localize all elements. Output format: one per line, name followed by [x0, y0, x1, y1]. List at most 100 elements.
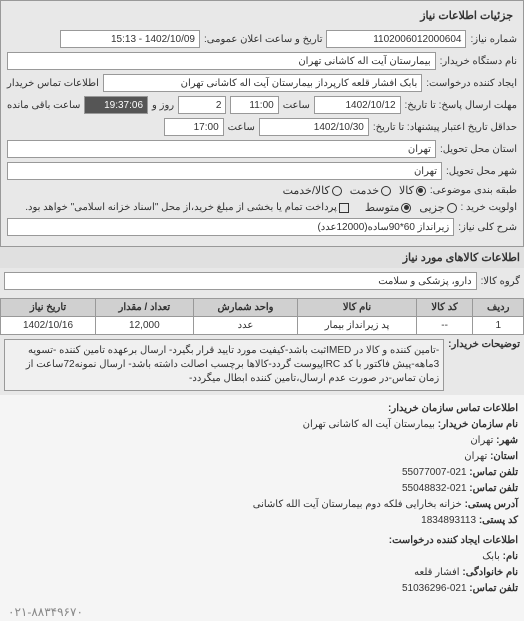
creator-section-title: اطلاعات ایجاد کننده درخواست:	[6, 533, 518, 549]
deadline-send-date: 1402/10/12	[314, 96, 401, 114]
priority-option-0[interactable]: جزیی	[419, 201, 456, 214]
keyword-field: زیرانداز 60*90ساده(12000عدد)	[7, 218, 454, 236]
deadline-send-time-label: ساعت	[283, 100, 310, 111]
group-label: گروه کالا:	[481, 276, 520, 287]
category-option-label: کالا/خدمت	[283, 184, 330, 197]
row-creator: ایجاد کننده درخواست: بابک افشار قلعه کار…	[7, 74, 517, 92]
remaining-days-label: روز و	[152, 100, 174, 111]
row-city: شهر محل تحویل: تهران	[7, 162, 517, 180]
contact-fax: 021-55048832	[402, 483, 467, 494]
datetime-field: 1402/10/09 - 15:13	[60, 30, 200, 48]
validity-time: 17:00	[164, 118, 224, 136]
checkbox-icon	[339, 203, 349, 213]
creator-family: افشار قلعه	[414, 567, 459, 578]
radio-icon	[332, 186, 342, 196]
contact-postal-code-label: کد پستی:	[479, 515, 518, 526]
row-province: استان محل تحویل: تهران	[7, 140, 517, 158]
contact-phone-label: تلفن تماس:	[469, 467, 518, 478]
contact-section-title: اطلاعات تماس سازمان خریدار:	[6, 401, 518, 417]
province-field: تهران	[7, 140, 436, 158]
org-field: بیمارستان آیت اله کاشانی تهران	[7, 52, 436, 70]
details-panel: جزئیات اطلاعات نیاز شماره نیاز: 11020060…	[0, 0, 524, 247]
contact-fax-label: تلفن تماس:	[469, 483, 518, 494]
contact-postal-code: 1834893113	[421, 515, 476, 526]
footer-phone: ۰۲۱-۸۸۳۴۹۶۷۰	[0, 603, 524, 621]
remaining-time: 19:37:06	[84, 96, 148, 114]
priority-option-label: جزیی	[419, 201, 444, 214]
contact-province-label: استان:	[490, 451, 518, 462]
cell-unit: عدد	[193, 317, 298, 335]
remaining-time-label: ساعت باقی مانده	[7, 100, 80, 111]
category-option-label: کالا	[399, 184, 414, 197]
validity-label: حداقل تاریخ اعتبار پیشنهاد: تا تاریخ:	[373, 122, 517, 133]
contact-postal-addr: خزانه بخارایی فلکه دوم بیمارستان آیت الل…	[253, 499, 462, 510]
category-label: طبقه بندی موضوعی:	[430, 185, 517, 196]
deadline-send-label: مهلت ارسال پاسخ: تا تاریخ:	[405, 100, 517, 111]
priority-option-label: متوسط	[365, 201, 400, 214]
buyer-notes-row: توضیحات خریدار: -تامین کننده و کالا در I…	[0, 335, 524, 395]
radio-icon	[381, 186, 391, 196]
creator-family-label: نام خانوادگی:	[462, 567, 518, 578]
col-date: تاریخ نیاز	[1, 299, 96, 317]
col-unit: واحد شمارش	[193, 299, 298, 317]
creator-name-label: نام:	[503, 551, 518, 562]
category-option-1[interactable]: خدمت	[350, 184, 391, 197]
row-priority: اولویت خرید : جزیی متوسط پرداخت تمام یا …	[7, 201, 517, 214]
panel-title: جزئیات اطلاعات نیاز	[7, 7, 517, 24]
group-field: دارو، پزشکی و سلامت	[4, 272, 477, 290]
cell-row: 1	[473, 317, 524, 335]
org-label: نام دستگاه خریدار:	[440, 56, 517, 67]
radio-icon	[447, 203, 457, 213]
priority-option-1[interactable]: متوسط	[365, 201, 412, 214]
category-option-label: خدمت	[350, 184, 379, 197]
col-name: نام کالا	[298, 299, 416, 317]
city-field: تهران	[7, 162, 442, 180]
datetime-label: تاریخ و ساعت اعلان عمومی:	[204, 34, 323, 45]
keyword-label: شرح کلی نیاز:	[458, 222, 517, 233]
creator-label: ایجاد کننده درخواست:	[426, 78, 517, 89]
category-radio-group: کالا خدمت کالا/خدمت	[283, 184, 426, 197]
row-deadline-send: مهلت ارسال پاسخ: تا تاریخ: 1402/10/12 سا…	[7, 96, 517, 114]
contact-province: تهران	[464, 451, 487, 462]
contact-city: تهران	[470, 435, 493, 446]
buyer-notes-label: توضیحات خریدار:	[448, 339, 520, 391]
col-code: کد کالا	[416, 299, 473, 317]
buyer-contact-label: اطلاعات تماس خریدار	[7, 78, 99, 89]
contact-postal-addr-label: آدرس پستی:	[465, 499, 518, 510]
row-request-number: شماره نیاز: 1102006012000604 تاریخ و ساع…	[7, 30, 517, 48]
priority-label: اولویت خرید :	[461, 202, 518, 213]
goods-table: ردیف کد کالا نام کالا واحد شمارش تعداد /…	[0, 298, 524, 335]
contact-org-label: نام سازمان خریدار:	[438, 419, 518, 430]
remaining-days: 2	[178, 96, 226, 114]
row-category: طبقه بندی موضوعی: کالا خدمت کالا/خدمت	[7, 184, 517, 197]
row-keyword: شرح کلی نیاز: زیرانداز 60*90ساده(12000عد…	[7, 218, 517, 236]
cell-qty: 12,000	[96, 317, 194, 335]
province-label: استان محل تحویل:	[440, 144, 517, 155]
contact-section: اطلاعات تماس سازمان خریدار: نام سازمان خ…	[0, 395, 524, 603]
group-row: گروه کالا: دارو، پزشکی و سلامت	[0, 268, 524, 298]
request-number-field: 1102006012000604	[326, 30, 466, 48]
table-row: 1 -- پد زیرانداز بیمار عدد 12,000 1402/1…	[1, 317, 524, 335]
contact-city-label: شهر:	[496, 435, 518, 446]
row-validity: حداقل تاریخ اعتبار پیشنهاد: تا تاریخ: 14…	[7, 118, 517, 136]
col-qty: تعداد / مقدار	[96, 299, 194, 317]
validity-date: 1402/10/30	[259, 118, 369, 136]
goods-section-title: اطلاعات کالاهای مورد نیاز	[0, 247, 524, 268]
creator-field: بابک افشار قلعه کارپرداز بیمارستان آیت ا…	[103, 74, 422, 92]
city-label: شهر محل تحویل:	[446, 166, 517, 177]
creator-phone-label: تلفن تماس:	[469, 583, 518, 594]
validity-time-label: ساعت	[228, 122, 255, 133]
deadline-send-time: 11:00	[230, 96, 278, 114]
row-org: نام دستگاه خریدار: بیمارستان آیت اله کاش…	[7, 52, 517, 70]
contact-phone: 021-55077007	[402, 467, 467, 478]
cell-date: 1402/10/16	[1, 317, 96, 335]
payment-note: پرداخت تمام یا بخشی از مبلغ خرید،از محل …	[25, 202, 337, 213]
cell-name: پد زیرانداز بیمار	[298, 317, 416, 335]
payment-checkbox[interactable]: پرداخت تمام یا بخشی از مبلغ خرید،از محل …	[25, 202, 349, 213]
category-option-2[interactable]: کالا/خدمت	[283, 184, 342, 197]
request-number-label: شماره نیاز:	[470, 34, 517, 45]
buyer-notes: -تامین کننده و کالا در IMEDثبت باشد-کیفی…	[4, 339, 444, 391]
category-option-0[interactable]: کالا	[399, 184, 426, 197]
radio-icon	[401, 203, 411, 213]
creator-phone: 021-51036296	[402, 583, 467, 594]
